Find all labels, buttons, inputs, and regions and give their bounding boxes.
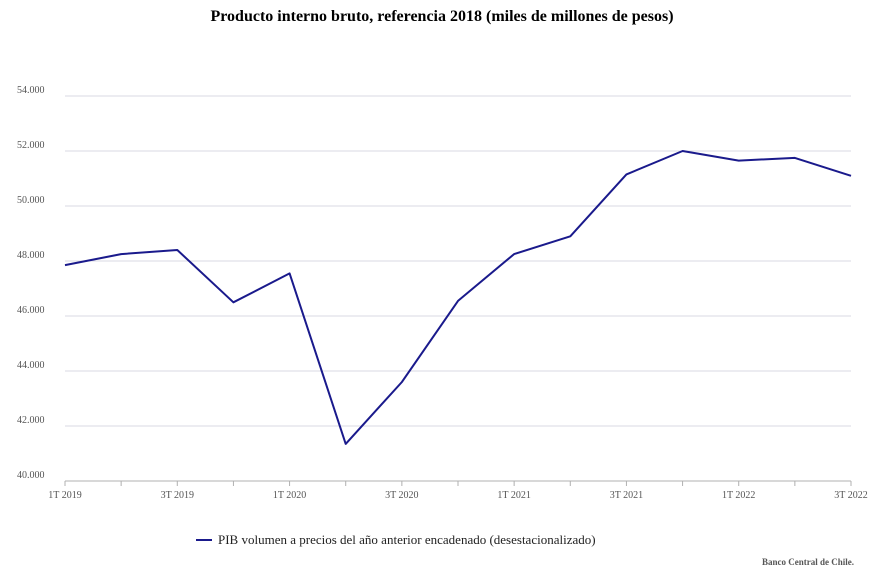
y-tick-label: 46.000 [17,305,45,316]
x-tick-label: 3T 2019 [161,490,194,501]
series-line[interactable] [64,150,852,445]
legend-label: PIB volumen a precios del año anterior e… [218,532,596,547]
x-tick-label: 3T 2020 [385,490,418,501]
x-tick-label: 3T 2021 [610,490,643,501]
chart-title: Producto interno bruto, referencia 2018 … [210,8,674,25]
y-tick-label: 42.000 [17,415,45,426]
x-tick-label: 1T 2021 [497,490,530,501]
y-tick-label: 50.000 [17,195,45,206]
y-tick-label: 52.000 [17,140,45,151]
legend[interactable]: PIB volumen a precios del año anterior e… [196,532,596,548]
series-layer [64,150,852,445]
x-axis-ticks: 1T 2019 3T 2019 1T 2020 3T 2020 1T 2021 3T 20… [48,481,868,501]
y-tick-label: 48.000 [17,250,45,261]
x-tick-label: 1T 2020 [273,490,306,501]
source-credit: Banco Central de Chile. [762,557,854,567]
y-tick-label: 44.000 [17,360,45,371]
y-axis-ticks: 40.000 42.000 44.000 46.000 48.000 50.000 52.0… [17,85,45,481]
y-tick-label: 54.000 [17,85,45,96]
y-tick-label: 40.000 [17,470,45,481]
x-tick-label: 1T 2019 [48,490,81,501]
grid-lines [65,95,851,482]
x-tick-label: 3T 2022 [834,490,867,501]
x-tick-label: 1T 2022 [722,490,755,501]
legend-swatch [196,539,212,541]
